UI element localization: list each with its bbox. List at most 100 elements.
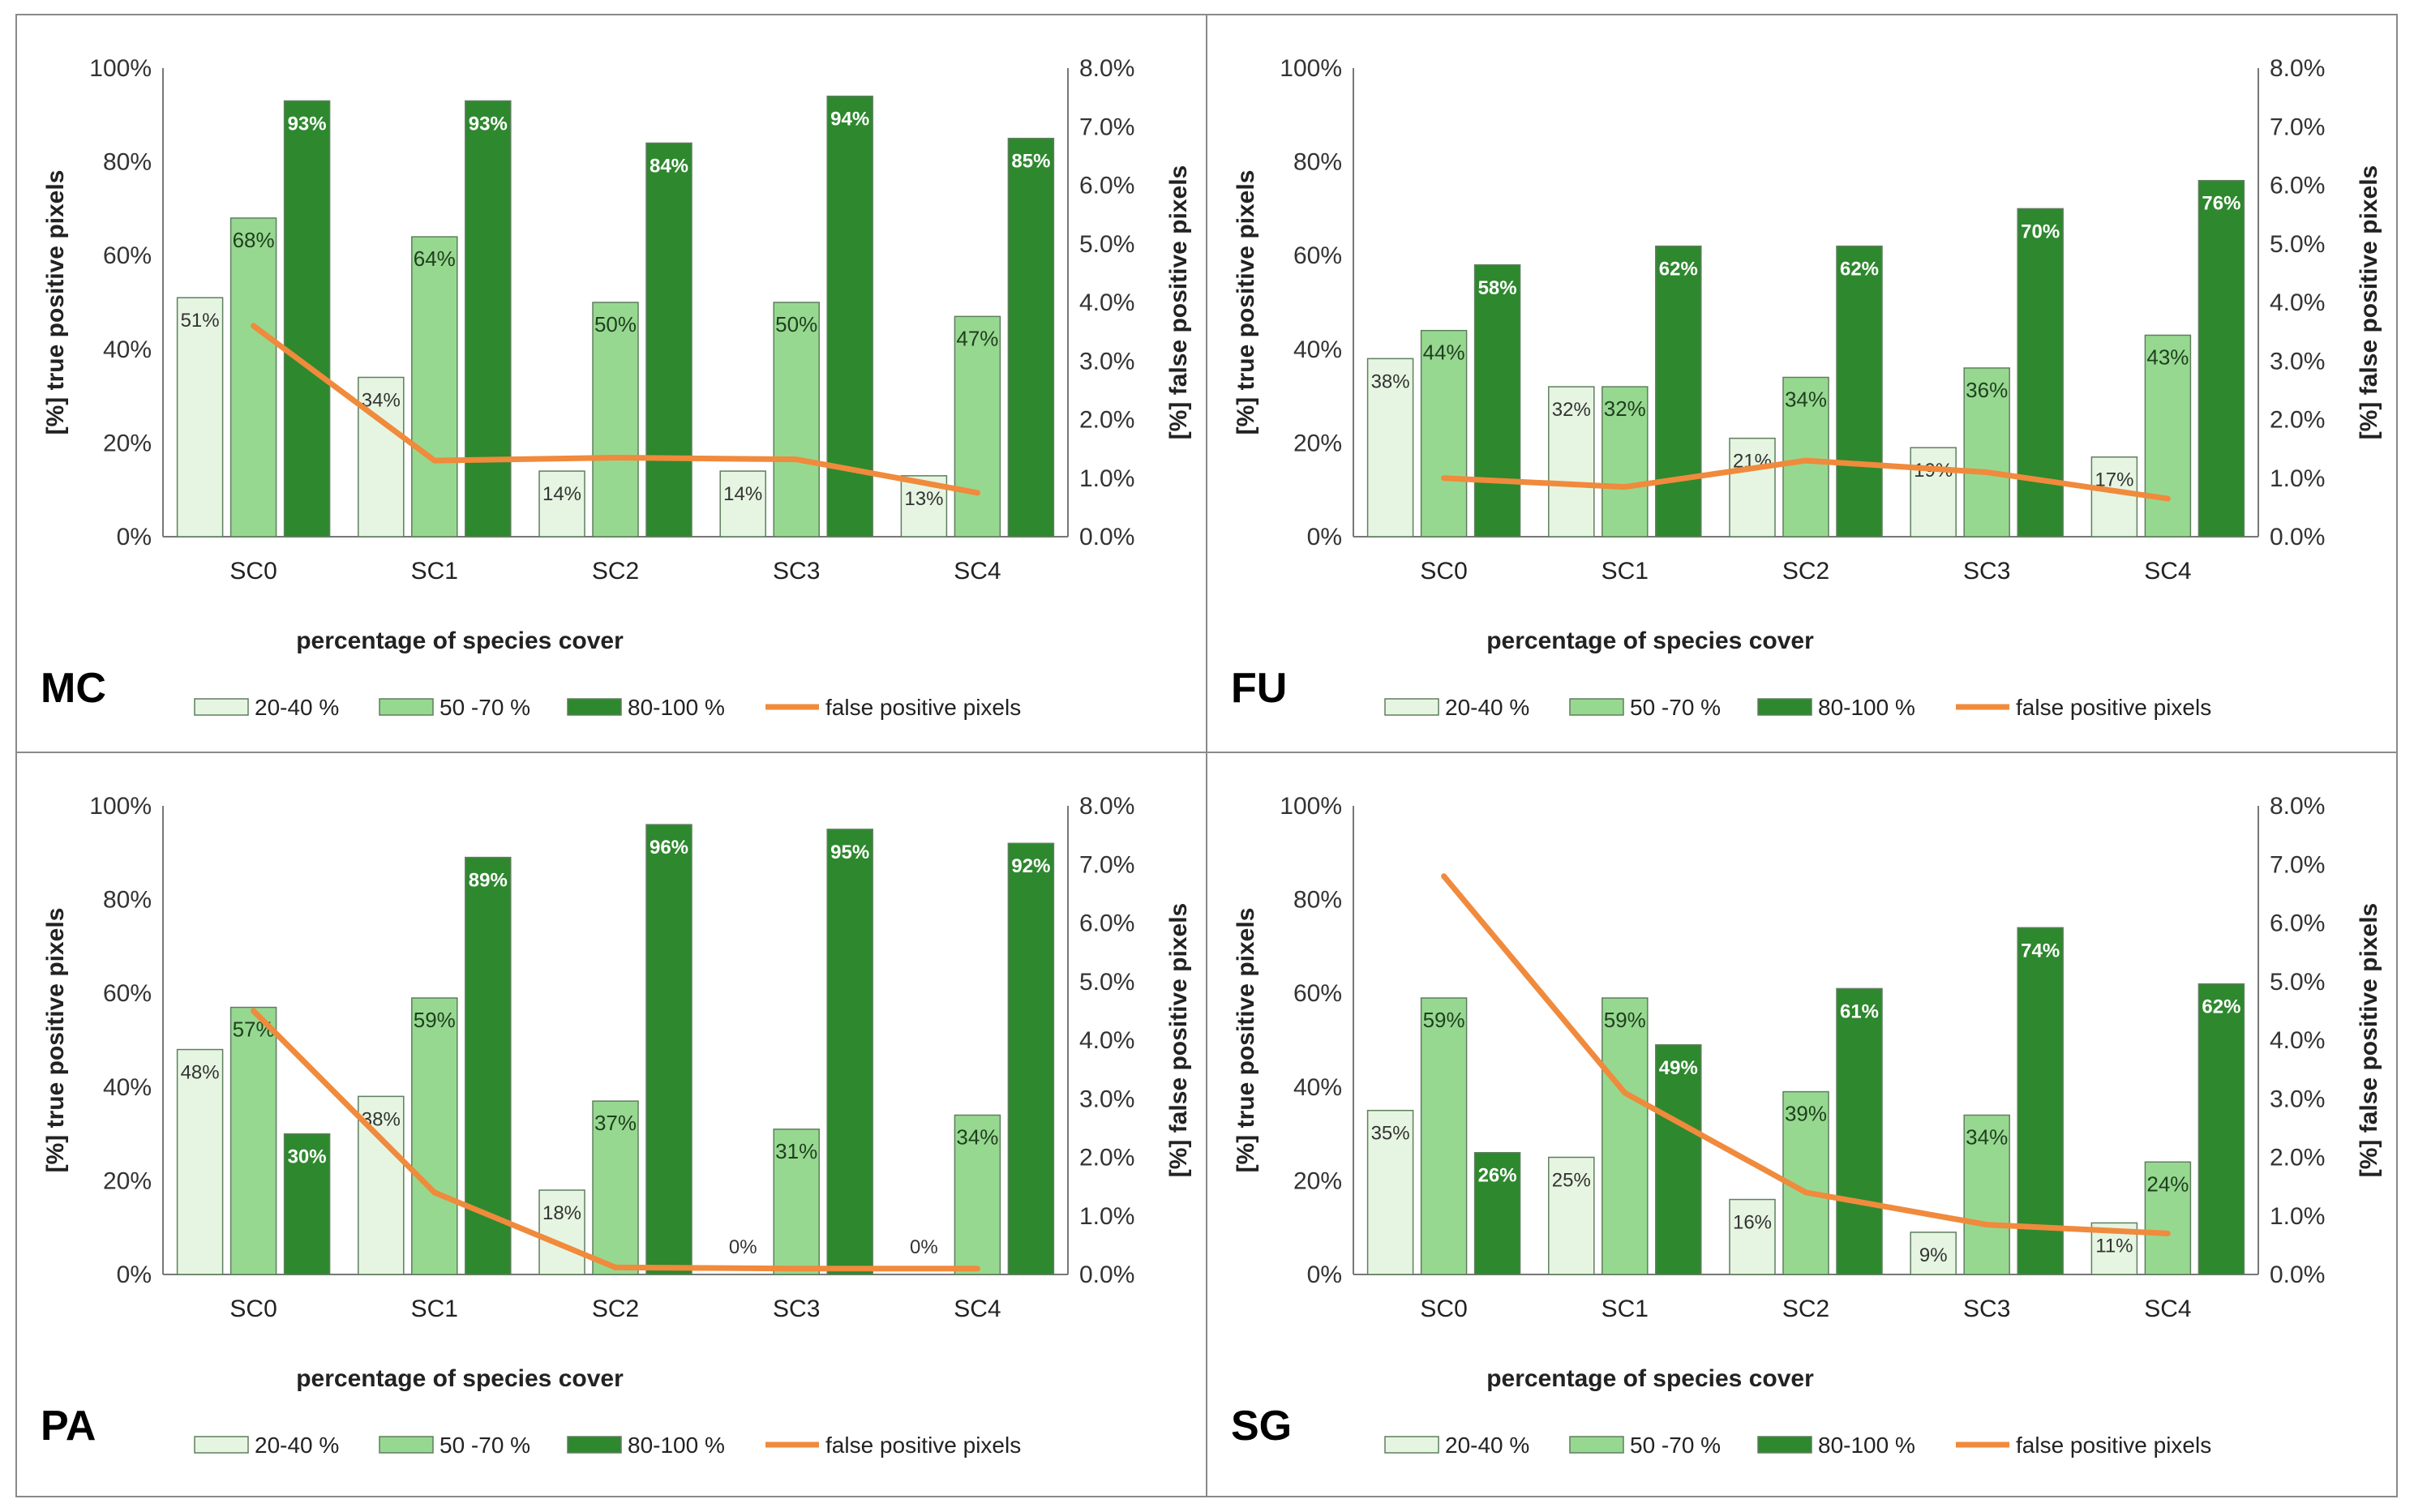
- y2-tick-label: 4.0%: [2270, 1027, 2325, 1054]
- y-tick-label: 40%: [1293, 336, 1342, 363]
- data-label: 92%: [1011, 855, 1050, 877]
- data-label: 62%: [1840, 259, 1879, 281]
- data-label: 85%: [1011, 151, 1050, 173]
- y-tick-label: 100%: [1280, 793, 1342, 820]
- legend-label: 20-40 %: [1445, 1433, 1529, 1458]
- data-label: 76%: [2202, 193, 2240, 215]
- category-label: SC0: [229, 1296, 277, 1322]
- data-label: 47%: [956, 326, 998, 350]
- y2-tick-label: 7.0%: [1079, 114, 1134, 140]
- legend-label: false positive pixels: [825, 1433, 1021, 1458]
- legend-label: 20-40 %: [255, 695, 339, 720]
- y2-axis-title: [%] false positive pixels: [2356, 903, 2382, 1177]
- data-label: 95%: [830, 842, 869, 863]
- y2-tick-label: 5.0%: [2270, 969, 2325, 996]
- y-tick-label: 80%: [1293, 149, 1342, 176]
- category-label: SC4: [2144, 1296, 2191, 1322]
- y-tick-label: 60%: [1293, 980, 1342, 1007]
- y-tick-label: 40%: [103, 1074, 152, 1101]
- data-label: 14%: [723, 483, 762, 505]
- legend-swatch-1: [379, 1436, 434, 1454]
- bar-mc-sc3-s1: [773, 302, 820, 538]
- y-tick-label: 100%: [1280, 55, 1342, 82]
- data-label: 36%: [1966, 378, 2008, 402]
- y2-tick-label: 8.0%: [2270, 55, 2325, 82]
- legend-label: false positive pixels: [825, 695, 1021, 720]
- bar-fu-sc3-s2: [2017, 208, 2064, 538]
- data-label: 51%: [181, 310, 220, 332]
- data-label: 94%: [830, 109, 869, 131]
- y-tick-label: 60%: [103, 980, 152, 1007]
- data-label: 32%: [1552, 399, 1591, 421]
- legend-label: 50 -70 %: [1630, 1433, 1721, 1458]
- data-label: 32%: [1604, 396, 1646, 421]
- data-label: 62%: [2202, 996, 2240, 1018]
- y-tick-label: 100%: [89, 793, 152, 820]
- x-axis-title: percentage of species cover: [1486, 1365, 1814, 1392]
- bar-sg-sc1-s2: [1655, 1044, 1702, 1275]
- bar-mc-sc1-s1: [411, 236, 458, 538]
- y2-tick-label: 2.0%: [1079, 407, 1134, 434]
- y2-tick-label: 8.0%: [2270, 793, 2325, 820]
- false-positive-line: [1441, 873, 2171, 1236]
- category-label: SC2: [1782, 1296, 1829, 1322]
- y2-tick-label: 2.0%: [2270, 407, 2325, 434]
- y-tick-label: 80%: [1293, 887, 1342, 914]
- data-label: 35%: [1371, 1123, 1410, 1145]
- y2-tick-label: 3.0%: [2270, 1086, 2325, 1112]
- bar-sg-sc1-s0: [1548, 1156, 1595, 1275]
- bar-mc-sc2-s1: [592, 302, 639, 538]
- bar-mc-sc2-s0: [538, 470, 585, 538]
- data-label: 62%: [1659, 259, 1698, 281]
- y-tick-label: 0%: [117, 1261, 152, 1288]
- y-axis-title: [%] true positive pixels: [1233, 908, 1259, 1173]
- category-label: SC0: [1420, 558, 1467, 585]
- y-tick-label: 40%: [1293, 1074, 1342, 1101]
- data-label: 59%: [414, 1008, 456, 1032]
- bar-fu-sc3-s1: [1963, 367, 2010, 538]
- bar-pa-sc0-s1: [229, 1006, 277, 1275]
- y2-tick-label: 0.0%: [1079, 524, 1134, 550]
- y-tick-label: 0%: [117, 524, 152, 550]
- data-label: 59%: [1604, 1008, 1646, 1032]
- legend-swatch-1: [379, 698, 434, 716]
- data-label: 48%: [181, 1062, 220, 1084]
- y-tick-label: 60%: [1293, 242, 1342, 269]
- panel-label: FU: [1231, 665, 1287, 712]
- category-label: SC4: [954, 1296, 1001, 1322]
- bar-mc-sc1-s2: [465, 100, 512, 538]
- legend-swatch-2: [567, 698, 622, 716]
- legend-swatch-1: [1569, 698, 1624, 716]
- data-label: 31%: [775, 1139, 817, 1163]
- bar-pa-sc0-s0: [176, 1048, 224, 1275]
- bar-fu-sc1-s0: [1548, 386, 1595, 538]
- legend-label: 50 -70 %: [1630, 695, 1721, 720]
- data-label: 93%: [288, 113, 327, 135]
- bar-pa-sc2-s0: [538, 1189, 585, 1275]
- data-label: 89%: [469, 870, 508, 892]
- bar-pa-sc0-s2: [283, 1133, 331, 1275]
- y2-tick-label: 1.0%: [1079, 1203, 1134, 1230]
- y-tick-label: 0%: [1307, 1261, 1342, 1288]
- y2-tick-label: 6.0%: [1079, 173, 1134, 199]
- data-label: 64%: [414, 246, 456, 271]
- y-axis-title: [%] true positive pixels: [42, 170, 69, 435]
- bar-sg-sc2-s0: [1729, 1198, 1776, 1275]
- category-label: SC3: [1963, 1296, 2010, 1322]
- data-label: 59%: [1423, 1008, 1465, 1032]
- y2-tick-label: 0.0%: [2270, 524, 2325, 550]
- category-label: SC1: [411, 1296, 458, 1322]
- y-axis-title: [%] true positive pixels: [42, 908, 69, 1173]
- y2-axis-title: [%] false positive pixels: [1165, 903, 1192, 1177]
- data-label: 11%: [2095, 1235, 2133, 1257]
- y2-tick-label: 1.0%: [2270, 465, 2325, 492]
- bar-sg-sc3-s1: [1963, 1114, 2010, 1275]
- y2-tick-label: 1.0%: [1079, 465, 1134, 492]
- legend-swatch-0: [194, 698, 249, 716]
- y2-tick-label: 5.0%: [1079, 969, 1134, 996]
- bar-fu-sc1-s1: [1601, 386, 1649, 538]
- bar-fu-sc4-s1: [2144, 334, 2192, 538]
- y2-tick-label: 8.0%: [1079, 793, 1134, 820]
- bar-sg-sc2-s2: [1836, 987, 1883, 1275]
- data-label: 68%: [233, 228, 275, 252]
